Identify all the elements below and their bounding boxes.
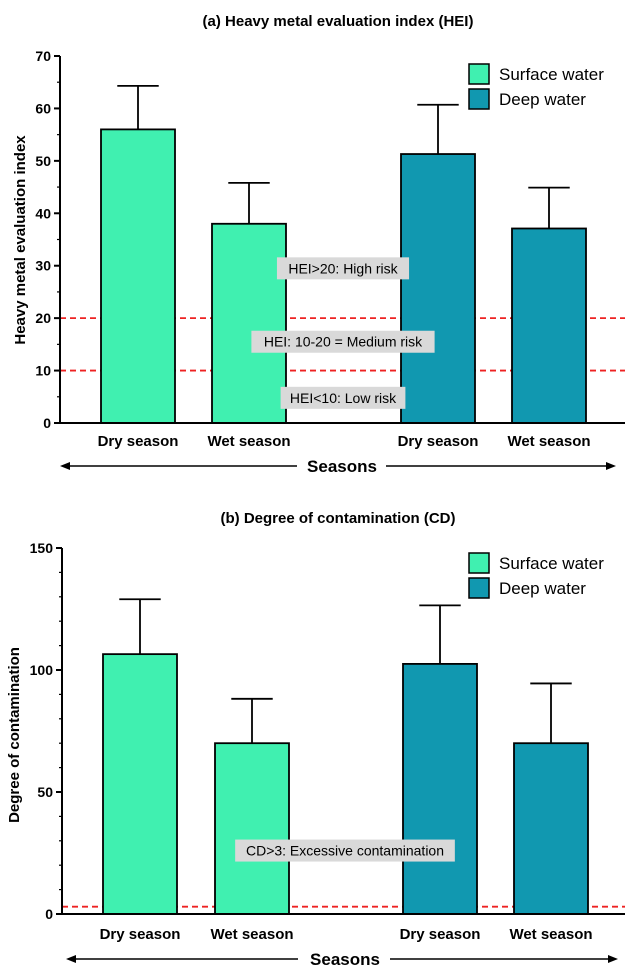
annotation-label: HEI: 10-20 = Medium risk xyxy=(264,334,423,350)
arrow-left-icon xyxy=(66,955,76,963)
chart-hei: (a) Heavy metal evaluation index (HEI) H… xyxy=(12,13,625,475)
legend-label: Deep water xyxy=(499,579,586,598)
x-tick-label: Dry season xyxy=(398,433,479,450)
y-tick-label: 20 xyxy=(35,310,51,326)
bar xyxy=(102,653,178,915)
annotation-label: CD>3: Excessive contamination xyxy=(246,843,444,859)
y-tick-label: 70 xyxy=(35,48,51,64)
annotation-label: HEI<10: Low risk xyxy=(290,390,397,406)
y-tick-label: 50 xyxy=(35,153,51,169)
chart-title: (a) Heavy metal evaluation index (HEI) xyxy=(203,13,474,30)
bar xyxy=(400,153,476,424)
bar xyxy=(402,662,478,915)
bar xyxy=(100,128,176,424)
x-tick-label: Wet season xyxy=(210,926,293,943)
bar xyxy=(511,227,587,424)
arrow-right-icon xyxy=(606,462,616,470)
x-tick-label: Wet season xyxy=(509,926,592,943)
x-tick-label: Wet season xyxy=(507,433,590,450)
legend-label: Surface water xyxy=(499,554,604,573)
y-tick-label: 50 xyxy=(37,784,53,800)
x-axis-label: Seasons xyxy=(310,950,380,966)
annotation-background xyxy=(276,257,410,280)
x-tick-label: Dry season xyxy=(400,926,481,943)
chart-title: (b) Degree of contamination (CD) xyxy=(221,510,456,527)
x-axis-label: Seasons xyxy=(307,457,377,475)
x-tick-label: Wet season xyxy=(207,433,290,450)
x-tick-label: Dry season xyxy=(100,926,181,943)
y-axis-label: Degree of contamination xyxy=(6,647,23,823)
y-axis-label: Heavy metal evaluation index xyxy=(12,135,29,345)
arrow-left-icon xyxy=(60,462,70,470)
annotation-background xyxy=(235,839,455,862)
arrow-right-icon xyxy=(608,955,618,963)
legend-label: Surface water xyxy=(499,65,604,84)
y-tick-label: 150 xyxy=(30,540,54,556)
y-tick-label: 100 xyxy=(30,662,54,678)
bar xyxy=(211,222,287,424)
y-tick-label: 40 xyxy=(35,205,51,221)
bar xyxy=(214,742,290,915)
y-tick-label: 30 xyxy=(35,258,51,274)
y-tick-label: 0 xyxy=(43,415,51,431)
legend-swatch xyxy=(468,552,490,574)
annotation-label: HEI>20: High risk xyxy=(288,260,398,276)
chart-cd: (b) Degree of contamination (CD) Degree … xyxy=(6,510,625,966)
legend-swatch xyxy=(468,88,490,110)
legend-swatch xyxy=(468,63,490,85)
y-tick-label: 60 xyxy=(35,100,51,116)
annotation-background xyxy=(251,330,435,353)
y-tick-label: 10 xyxy=(35,363,51,379)
annotation-background xyxy=(280,386,406,409)
legend-swatch xyxy=(468,577,490,599)
bar xyxy=(513,742,589,915)
y-tick-label: 0 xyxy=(45,906,53,922)
x-tick-label: Dry season xyxy=(98,433,179,450)
legend-label: Deep water xyxy=(499,90,586,109)
